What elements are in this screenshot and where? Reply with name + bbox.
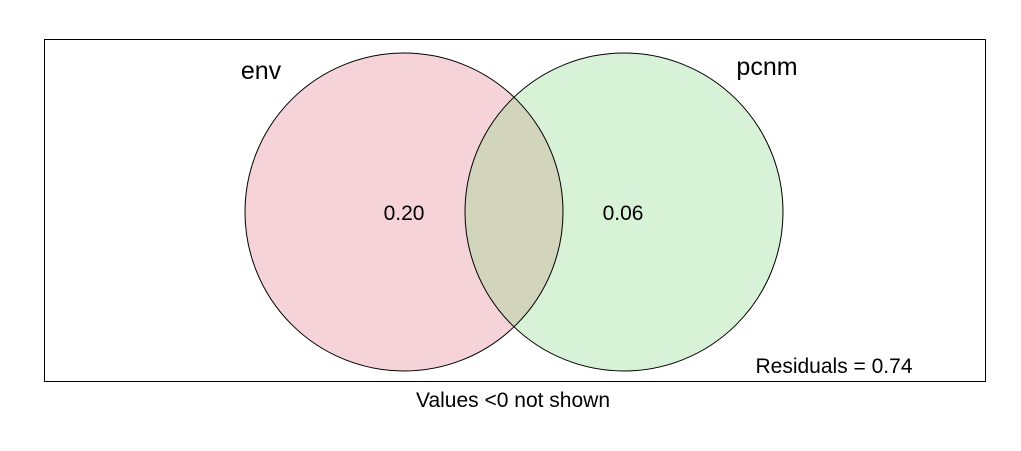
residuals-label: Residuals = 0.74: [755, 355, 912, 378]
env-label: env: [241, 57, 282, 85]
pcnm-circle: [465, 53, 783, 371]
pcnm-value: 0.06: [603, 202, 644, 225]
env-circle: [245, 53, 563, 371]
pcnm-circle-outline: [464, 52, 784, 372]
plot-frame: [44, 39, 986, 382]
footnote: Values <0 not shown: [416, 389, 610, 412]
env-circle-outline: [244, 52, 564, 372]
pcnm-label: pcnm: [736, 53, 797, 81]
env-value: 0.20: [384, 202, 425, 225]
